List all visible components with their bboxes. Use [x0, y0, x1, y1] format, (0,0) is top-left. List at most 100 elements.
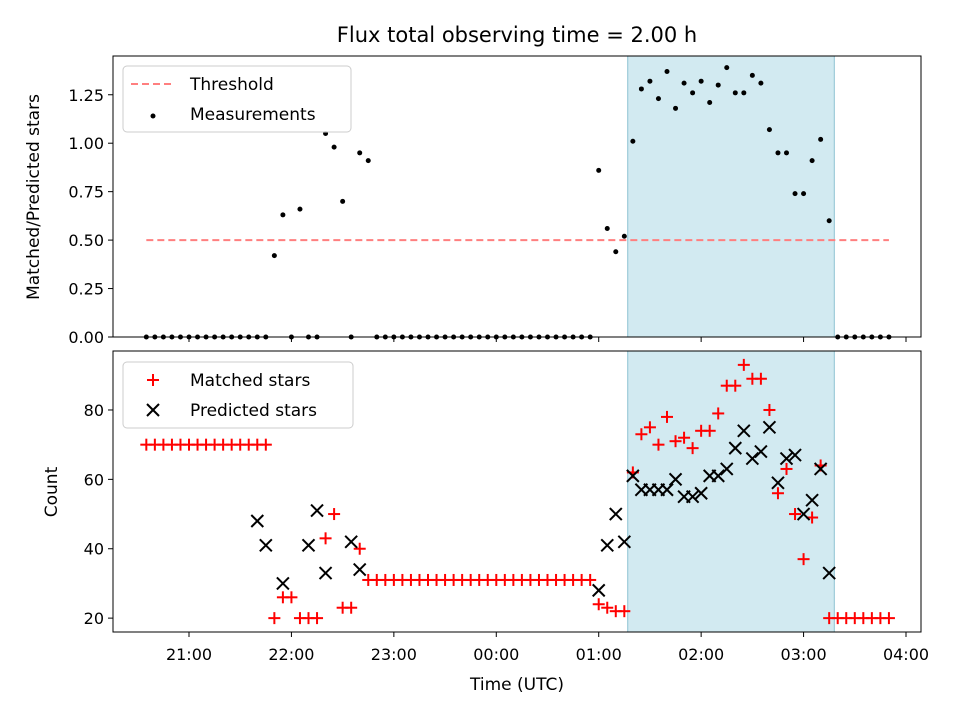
measurement-point — [280, 212, 286, 218]
x-tick-label: 00:00 — [473, 645, 519, 664]
measurement-point — [271, 253, 277, 259]
y-tick-label: 1.00 — [68, 134, 104, 153]
y-tick-label: 0.00 — [68, 328, 104, 347]
measurement-point — [741, 90, 747, 96]
matched-star-point — [712, 407, 725, 420]
legend-measurements-swatch — [150, 113, 156, 119]
matched-star-point — [686, 442, 699, 455]
matched-star-point — [311, 612, 324, 625]
bottom-panel: 20 40 60 80 21:00 22:00 23:00 00:00 01:00 02:00 0… — [42, 350, 929, 695]
x-tick-label: 22:00 — [268, 645, 314, 664]
y-tick-label: 80 — [84, 401, 104, 420]
predicted-star-point — [250, 514, 264, 528]
predicted-star-point — [779, 451, 794, 466]
legend-measurements-label: Measurements — [190, 105, 316, 125]
top-panel: 0.00 0.25 0.50 0.75 1.00 1.25 Matched/Predict… — [24, 55, 922, 347]
predicted-star-point — [813, 462, 828, 476]
predicted-star-point — [796, 507, 811, 521]
measurement-point — [784, 150, 789, 156]
measurement-point — [365, 158, 371, 164]
measurement-point — [357, 150, 363, 156]
matched-star-point — [584, 573, 597, 586]
legend-predicted-swatch — [146, 403, 160, 417]
predicted-star-point — [301, 538, 316, 552]
measurement-point — [749, 72, 755, 78]
matched-star-point — [259, 438, 272, 451]
matched-star-point — [703, 424, 716, 437]
y-tick-label: 60 — [84, 470, 104, 489]
predicted-star-point — [344, 535, 358, 549]
chart-title: Flux total observing time = 2.00 h — [337, 23, 697, 47]
matched-star-point — [737, 358, 750, 371]
measurement-point — [801, 191, 807, 197]
measurement-point — [690, 90, 696, 96]
predicted-star-point — [660, 483, 674, 497]
matched-star-point — [669, 435, 682, 448]
predicted-star-point — [822, 566, 836, 580]
measurement-point — [596, 167, 602, 173]
predicted-star-point — [276, 576, 290, 591]
measurement-point — [331, 144, 337, 150]
measurement-point — [732, 90, 738, 96]
measurement-point — [724, 65, 730, 71]
measurement-point — [826, 218, 832, 224]
measurement-point — [297, 206, 303, 212]
matched-star-point — [763, 403, 776, 416]
matched-star-point — [780, 462, 793, 475]
x-tick-label: 04:00 — [883, 645, 929, 664]
measurement-point — [758, 80, 764, 86]
predicted-star-point — [737, 424, 751, 438]
y-tick-label: 40 — [84, 540, 104, 559]
measurement-point — [340, 198, 346, 204]
matched-star-point — [652, 438, 665, 451]
predicted-star-point — [668, 472, 683, 487]
matched-star-point — [754, 372, 767, 385]
observing-window-span — [627, 55, 835, 338]
predicted-star-point — [318, 566, 333, 580]
matched-star-point — [789, 508, 802, 521]
top-legend: Threshold Measurements — [122, 65, 352, 133]
measurement-point — [775, 150, 781, 156]
x-tick-label: 21:00 — [166, 645, 212, 664]
observing-window-span — [627, 350, 835, 633]
matched-star-point — [661, 410, 673, 423]
x-tick-label: 03:00 — [781, 645, 827, 664]
predicted-star-point — [788, 448, 802, 462]
legend-threshold-label: Threshold — [189, 75, 274, 95]
x-tick-label: 23:00 — [371, 645, 417, 664]
measurement-point — [681, 80, 687, 86]
measurement-point — [715, 82, 721, 88]
bottom-legend-box — [122, 361, 354, 429]
y-tick-label: 0.50 — [68, 231, 104, 250]
measurement-point — [664, 69, 670, 75]
measurement-point — [638, 86, 644, 92]
legend-matched-label: Matched stars — [190, 371, 310, 391]
x-tick-label: 02:00 — [678, 645, 724, 664]
measurement-point — [613, 249, 619, 255]
matched-star-point — [678, 431, 691, 444]
predicted-star-point — [745, 451, 760, 466]
matched-star-point — [268, 612, 281, 625]
predicted-star-point — [762, 420, 777, 435]
bottom-legend: Matched stars Predicted stars — [122, 361, 354, 429]
predicted-star-point — [720, 462, 734, 476]
y-tick-label: 0.25 — [68, 280, 104, 299]
predicted-star-point — [259, 538, 273, 552]
measurement-point — [655, 96, 661, 102]
top-ylabel: Matched/Predicted stars — [24, 94, 44, 300]
bottom-axes-frame — [112, 350, 922, 633]
predicted-star-point — [310, 503, 324, 518]
measurement-point — [707, 100, 713, 106]
y-tick-label: 0.75 — [68, 183, 104, 202]
y-tick-label: 1.25 — [68, 86, 104, 105]
predicted-star-point — [771, 476, 785, 490]
measurement-point — [673, 105, 679, 111]
matched-star-point — [771, 487, 784, 500]
top-axes-frame — [112, 55, 922, 338]
measurement-point — [818, 136, 824, 142]
measurement-point — [647, 78, 653, 84]
bottom-xlabel: Time (UTC) — [469, 675, 564, 695]
top-legend-box — [122, 65, 352, 133]
matched-star-point — [643, 421, 656, 434]
